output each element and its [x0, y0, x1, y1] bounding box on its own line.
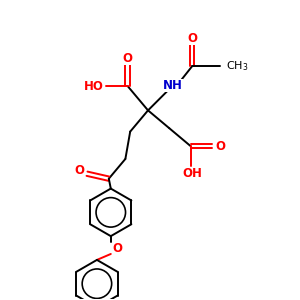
Text: O: O — [187, 32, 197, 45]
Text: O: O — [74, 164, 84, 177]
Text: CH$_3$: CH$_3$ — [226, 59, 249, 73]
Text: OH: OH — [183, 167, 202, 180]
Text: O: O — [123, 52, 133, 65]
Text: O: O — [215, 140, 225, 152]
Text: NH: NH — [163, 79, 183, 92]
Text: O: O — [113, 242, 123, 254]
Text: HO: HO — [84, 80, 104, 93]
